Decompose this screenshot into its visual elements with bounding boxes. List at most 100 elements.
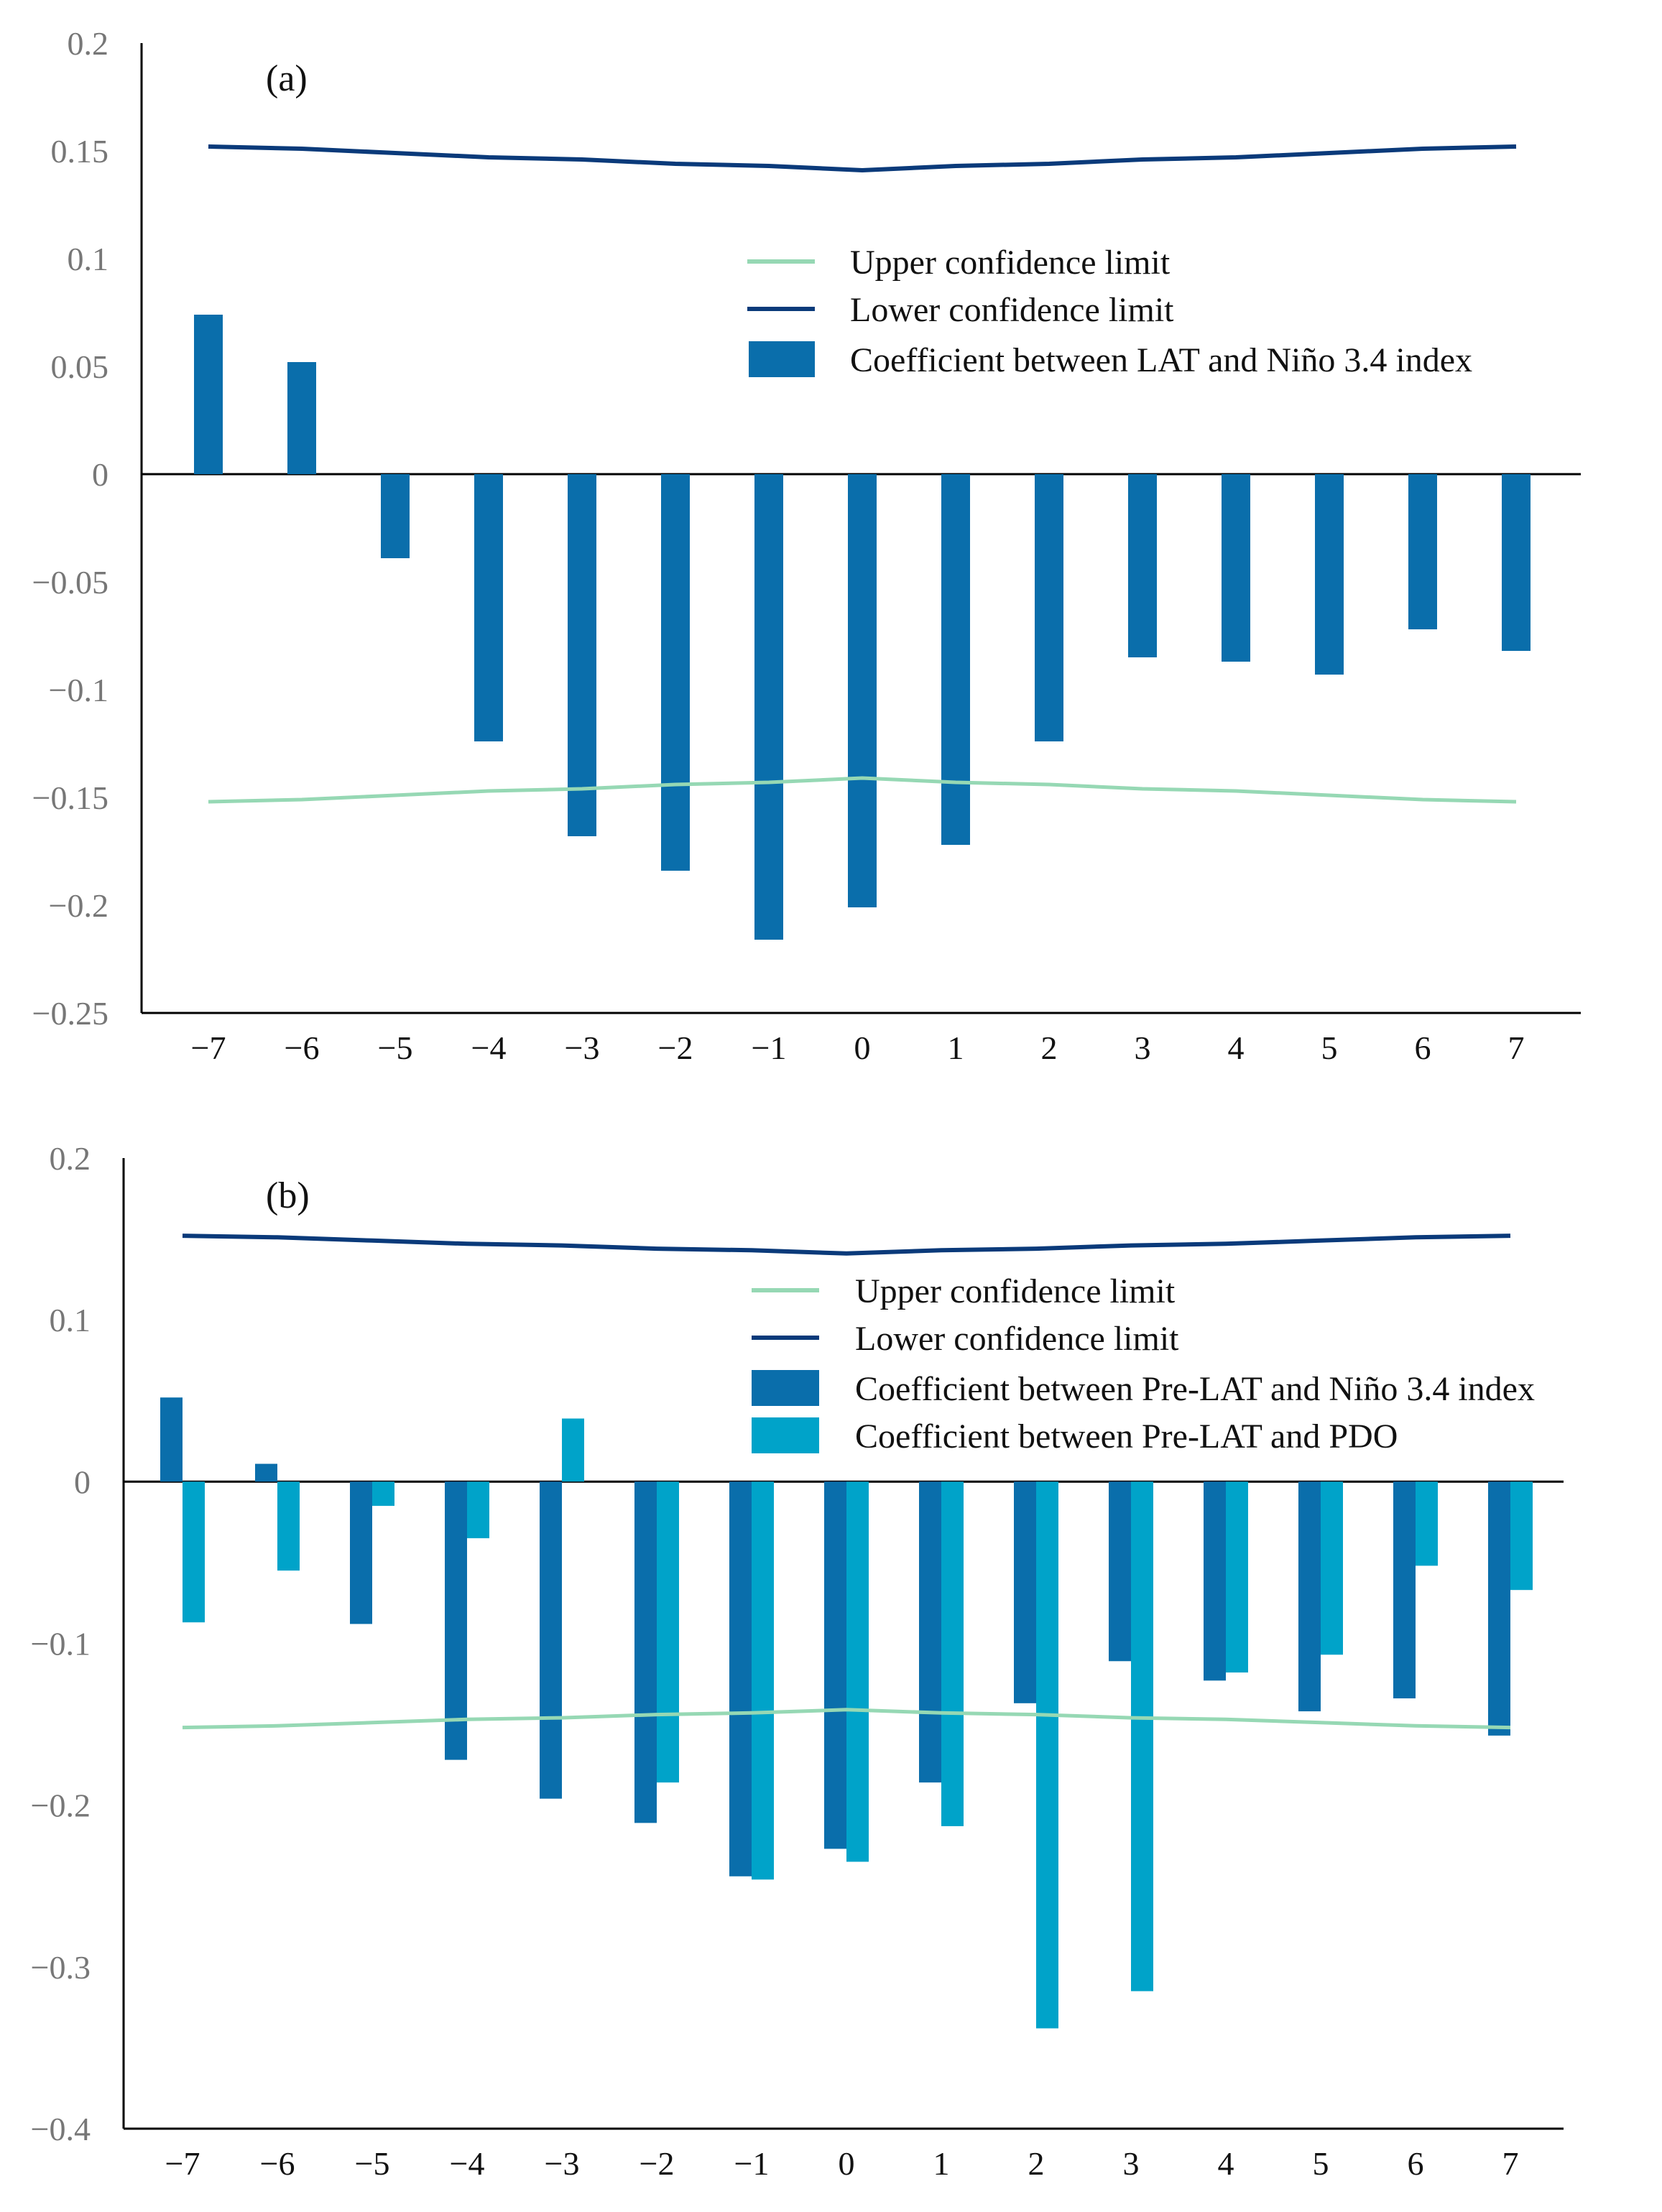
panel-b-bar-series1 — [919, 1481, 941, 1783]
panel-b-x-tick-label: −7 — [165, 2145, 200, 2182]
panel-a-x-tick-label: 5 — [1321, 1029, 1338, 1066]
panel-a-y-tick-label: −0.1 — [49, 672, 109, 708]
panel-b-bar-series1 — [540, 1481, 562, 1799]
panel-b-bar-series1 — [160, 1397, 183, 1482]
panel-a-x-tick-label: 2 — [1041, 1029, 1058, 1066]
panel-a-x-tick-label: −7 — [191, 1029, 226, 1066]
panel-a-bar-series1 — [194, 315, 223, 474]
panel-b: (b) 0.2 0.1 0 −0.1 −0.2 −0.3 −0.4 −7 −6 −5 −4 −3 −2 −… — [31, 1140, 1564, 2182]
panel-b-bar-series2 — [183, 1481, 205, 1623]
panel-a-bar-series1 — [1502, 474, 1531, 651]
panel-a-legend-label: Upper confidence limit — [850, 244, 1171, 282]
panel-b-bar-series1 — [729, 1481, 752, 1877]
panel-a-x-tick-label: −6 — [285, 1029, 320, 1066]
panel-a: (a) 0.2 0.15 0.1 0.05 0 −0.05 −0.1 −0.15 −0.2 −0.… — [32, 25, 1581, 1066]
panel-a-x-tick-label: −5 — [378, 1029, 413, 1066]
panel-b-bar-series1 — [1109, 1481, 1131, 1662]
panel-b-bar-series1 — [1488, 1481, 1510, 1736]
panel-b-x-tick-label: −3 — [545, 2145, 580, 2182]
panel-b-bar-series2 — [941, 1481, 964, 1826]
panel-b-bar-series2 — [1036, 1481, 1058, 2029]
panel-a-x-tick-label: −4 — [471, 1029, 507, 1066]
panel-b-y-tick-label: −0.3 — [31, 1949, 91, 1986]
panel-a-bar-series1 — [568, 474, 596, 836]
panel-b-bar-series2 — [562, 1418, 584, 1482]
panel-a-y-tick-label: −0.25 — [32, 995, 109, 1032]
panel-b-x-tick-label: −1 — [734, 2145, 770, 2182]
panel-a-y-tick-label: 0.1 — [68, 241, 109, 277]
panel-a-legend-label: Lower confidence limit — [850, 291, 1174, 329]
panel-a-bar-series1 — [848, 474, 877, 907]
panel-b-bar-series1 — [1393, 1481, 1416, 1699]
panel-a-label: (a) — [266, 58, 308, 99]
panel-b-bar-series2 — [752, 1481, 774, 1880]
panel-b-bar-series1 — [1014, 1481, 1036, 1703]
panel-b-bar-series1 — [445, 1481, 467, 1760]
panel-a-bar-series1 — [381, 474, 410, 558]
panel-b-bar-series2 — [277, 1481, 300, 1571]
panel-b-lower-confidence-line — [182, 1234, 1511, 1256]
panel-b-legend-label: Coefficient between Pre-LAT and Niño 3.4… — [855, 1370, 1535, 1408]
panel-b-x-tick-label: 1 — [933, 2145, 950, 2182]
panel-a-bar-series1 — [941, 474, 970, 845]
panel-a-bar-series1 — [754, 474, 783, 940]
panel-b-y-tick-label: −0.1 — [31, 1626, 91, 1662]
panel-a-bar-series1 — [1315, 474, 1344, 675]
panel-b-bar-series1 — [255, 1463, 277, 1482]
panel-b-bar-series2 — [372, 1481, 394, 1507]
panel-b-bar-series2 — [846, 1481, 869, 1862]
panel-b-bar-series1 — [1204, 1481, 1226, 1681]
panel-a-legend-label: Coefficient between LAT and Niño 3.4 ind… — [850, 341, 1472, 379]
panel-b-bar-series2 — [657, 1481, 679, 1783]
panel-a-y-tick-label: 0.15 — [51, 133, 109, 170]
panel-b-y-tick-label: 0.1 — [50, 1302, 91, 1338]
panel-a-upper-confidence-line — [208, 776, 1517, 804]
panel-b-bar-series1 — [350, 1481, 372, 1624]
panel-b-x-tick-label: 7 — [1502, 2145, 1519, 2182]
panel-b-x-tick-label: 3 — [1123, 2145, 1140, 2182]
panel-a-x-tick-label: 3 — [1135, 1029, 1151, 1066]
panel-b-legend-label: Upper confidence limit — [855, 1272, 1176, 1310]
panel-b-bar-series1 — [634, 1481, 657, 1823]
panel-a-x-tick-label: 4 — [1228, 1029, 1245, 1066]
panel-a-bar-series1 — [1035, 474, 1063, 741]
panel-a-x-tick-label: −3 — [565, 1029, 600, 1066]
panel-b-y-tick-label: 0.2 — [50, 1140, 91, 1177]
panel-b-bar-series2 — [1510, 1481, 1533, 1591]
panel-b-x-tick-label: −4 — [450, 2145, 485, 2182]
panel-a-bar-series1 — [1222, 474, 1250, 662]
panel-b-x-tick-label: 4 — [1218, 2145, 1234, 2182]
panel-b-bar-series1 — [1298, 1481, 1321, 1712]
panel-b-x-tick-label: −5 — [355, 2145, 390, 2182]
panel-b-bar-series2 — [1416, 1481, 1438, 1566]
panel-b-y-tick-label: 0 — [74, 1463, 91, 1500]
panel-a-x-tick-label: 0 — [854, 1029, 871, 1066]
panel-a-y-tick-label: 0.2 — [68, 25, 109, 62]
panel-b-bar-series2 — [467, 1481, 489, 1539]
panel-a-y-tick-label: −0.05 — [32, 564, 109, 601]
panel-a-y-tick-label: −0.2 — [49, 887, 109, 924]
panel-b-x-tick-label: 6 — [1408, 2145, 1424, 2182]
panel-b-upper-confidence-line — [182, 1708, 1511, 1730]
panel-b-x-tick-label: 0 — [839, 2145, 855, 2182]
panel-a-x-tick-label: 1 — [948, 1029, 964, 1066]
panel-b-bar-series2 — [1131, 1481, 1153, 1991]
panel-a-x-tick-label: −2 — [658, 1029, 693, 1066]
panel-b-x-tick-label: 2 — [1028, 2145, 1045, 2182]
panel-b-bar-series2 — [1226, 1481, 1248, 1673]
panel-b-bar-series2 — [1321, 1481, 1343, 1655]
panel-a-x-tick-label: −1 — [752, 1029, 787, 1066]
panel-b-x-tick-label: −2 — [640, 2145, 675, 2182]
panel-a-y-tick-label: −0.15 — [32, 779, 109, 816]
panel-a-bar-series1 — [661, 474, 690, 871]
panel-b-legend-label: Lower confidence limit — [855, 1320, 1179, 1358]
panel-b-x-tick-label: −6 — [260, 2145, 295, 2182]
panel-a-x-tick-label: 7 — [1508, 1029, 1525, 1066]
panel-a-bar-series1 — [474, 474, 503, 741]
panel-b-y-tick-label: −0.2 — [31, 1787, 91, 1824]
panel-b-legend-label: Coefficient between Pre-LAT and PDO — [855, 1417, 1398, 1456]
panel-a-bar-series1 — [287, 362, 316, 474]
panel-a-legend-swatch — [749, 341, 815, 377]
panel-a-x-tick-label: 6 — [1415, 1029, 1431, 1066]
